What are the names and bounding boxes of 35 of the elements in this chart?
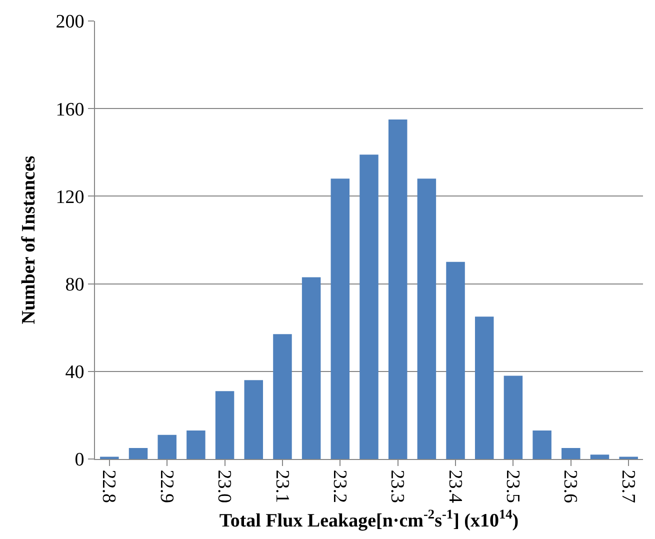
bar (244, 380, 264, 459)
x-tick-label: 23.5 (502, 470, 524, 504)
bar (532, 430, 552, 459)
bar (446, 262, 465, 459)
bar (474, 316, 494, 459)
x-tick-label: 23.6 (560, 470, 581, 504)
x-tick-label: 23.3 (386, 470, 408, 504)
bar (504, 376, 523, 459)
y-tick-label: 80 (65, 274, 84, 296)
y-tick-label: 120 (56, 186, 84, 208)
y-tick-label: 0 (74, 450, 84, 471)
bar (302, 277, 321, 459)
bar (330, 178, 350, 459)
y-axis-title: Number of Instances (18, 156, 40, 324)
x-tick-label: 22.8 (98, 470, 120, 504)
x-tick-label: 23.4 (444, 470, 466, 504)
bar (158, 434, 176, 459)
bar (417, 178, 436, 459)
x-axis-title: Total Flux Leakage[n·cm$^{-2}$s$^{-1}$] (x10$^{14}$) (219, 506, 519, 532)
x-tick-label: 23.7 (617, 470, 638, 504)
x-tick-label: 23.1 (271, 470, 292, 504)
bar (186, 430, 206, 459)
bar (388, 120, 408, 459)
x-tick-label: 22.9 (156, 470, 177, 504)
bar (215, 391, 234, 459)
bar (562, 448, 580, 459)
x-tick-label: 23.2 (328, 470, 350, 504)
y-tick-label: 160 (56, 99, 84, 120)
bar (360, 154, 378, 459)
bar (128, 448, 148, 459)
bar (590, 454, 610, 459)
x-tick-label: 23.0 (214, 470, 235, 504)
bar (273, 334, 292, 459)
y-tick-label: 200 (56, 12, 84, 33)
y-tick-label: 40 (65, 362, 84, 384)
